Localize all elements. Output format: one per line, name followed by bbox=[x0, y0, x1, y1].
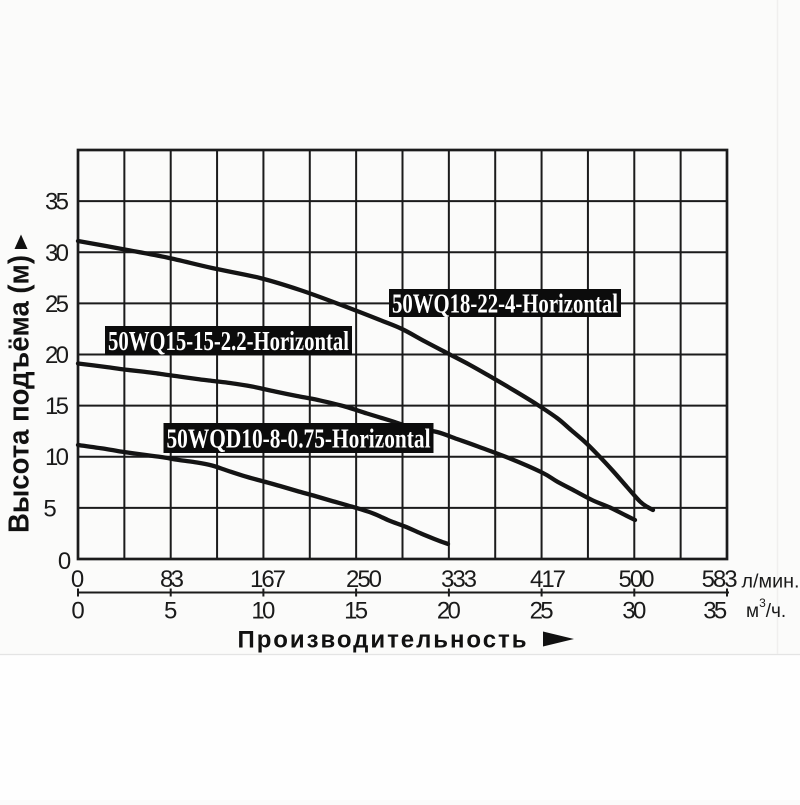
svg-text:50WQ18-22-4-Horizontal: 50WQ18-22-4-Horizontal bbox=[392, 289, 618, 319]
svg-text:20: 20 bbox=[45, 342, 69, 369]
svg-text:0: 0 bbox=[58, 548, 71, 575]
svg-text:35: 35 bbox=[45, 189, 69, 216]
svg-text:30: 30 bbox=[622, 598, 646, 625]
svg-text:20: 20 bbox=[437, 598, 461, 625]
svg-text:333: 333 bbox=[441, 566, 477, 593]
svg-text:15: 15 bbox=[45, 393, 69, 420]
svg-text:25: 25 bbox=[45, 291, 69, 318]
svg-text:500: 500 bbox=[619, 566, 655, 593]
svg-text:50WQD10-8-0.75-Horizontal: 50WQD10-8-0.75-Horizontal bbox=[167, 424, 431, 454]
svg-text:15: 15 bbox=[344, 598, 368, 625]
svg-text:50WQ15-15-2.2-Horizontal: 50WQ15-15-2.2-Horizontal bbox=[108, 326, 349, 356]
svg-text:417: 417 bbox=[530, 566, 566, 593]
svg-text:10: 10 bbox=[45, 444, 69, 471]
svg-text:Производительность: Производительность bbox=[238, 626, 527, 653]
svg-text:Высота подъёма (м): Высота подъёма (м) bbox=[4, 255, 36, 533]
svg-text:л/мин.: л/мин. bbox=[742, 572, 800, 593]
svg-text:5: 5 bbox=[164, 598, 177, 625]
svg-text:м3/ч.: м3/ч. bbox=[746, 596, 786, 622]
svg-text:167: 167 bbox=[250, 566, 286, 593]
svg-text:250: 250 bbox=[346, 566, 382, 593]
svg-text:10: 10 bbox=[251, 598, 275, 625]
svg-text:35: 35 bbox=[703, 598, 727, 625]
svg-text:25: 25 bbox=[530, 598, 554, 625]
svg-text:0: 0 bbox=[71, 566, 84, 593]
svg-text:30: 30 bbox=[45, 240, 69, 267]
svg-text:583: 583 bbox=[702, 566, 738, 593]
svg-text:5: 5 bbox=[43, 495, 56, 522]
svg-text:83: 83 bbox=[160, 566, 184, 593]
svg-text:0: 0 bbox=[71, 598, 84, 625]
